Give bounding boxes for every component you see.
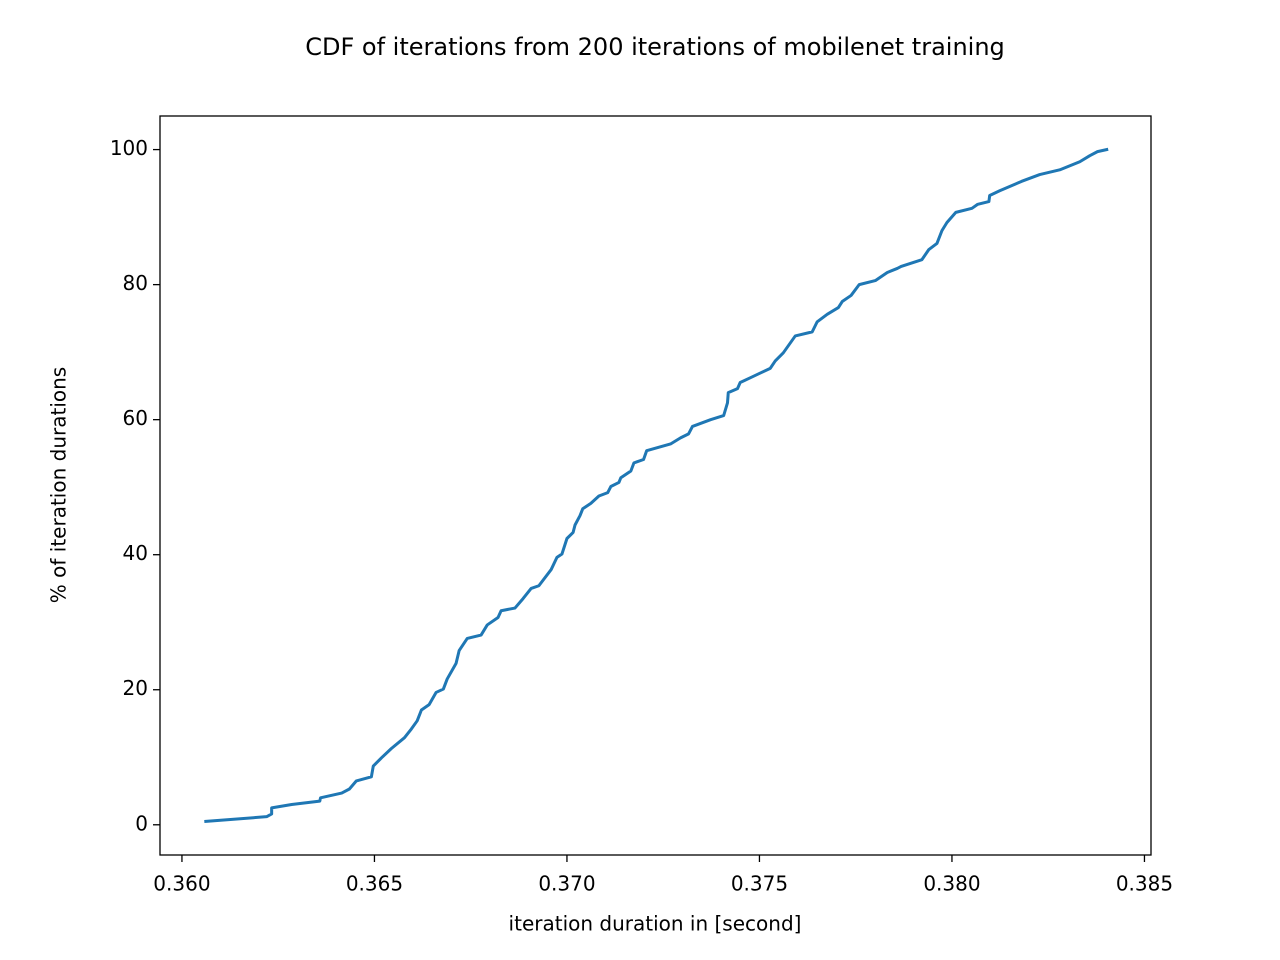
y-tick-label: 100 xyxy=(110,136,148,160)
y-tick-label: 60 xyxy=(123,406,148,430)
y-tick-label: 40 xyxy=(123,541,148,565)
x-tick-label: 0.375 xyxy=(731,872,788,896)
y-tick-label: 20 xyxy=(123,676,148,700)
x-tick-label: 0.365 xyxy=(346,872,403,896)
chart-title: CDF of iterations from 200 iterations of… xyxy=(305,33,1005,61)
y-tick-label: 0 xyxy=(135,811,148,835)
cdf-line xyxy=(204,147,1109,824)
x-axis-label: iteration duration in [second] xyxy=(509,912,802,936)
x-tick-label: 0.385 xyxy=(1116,872,1173,896)
x-tick-label: 0.370 xyxy=(538,872,595,896)
y-axis-label: % of iteration durations xyxy=(47,367,71,603)
plot-frame xyxy=(159,115,1152,856)
x-tick-label: 0.380 xyxy=(923,872,980,896)
y-tick-label: 80 xyxy=(123,271,148,295)
x-tick-label: 0.360 xyxy=(153,872,210,896)
